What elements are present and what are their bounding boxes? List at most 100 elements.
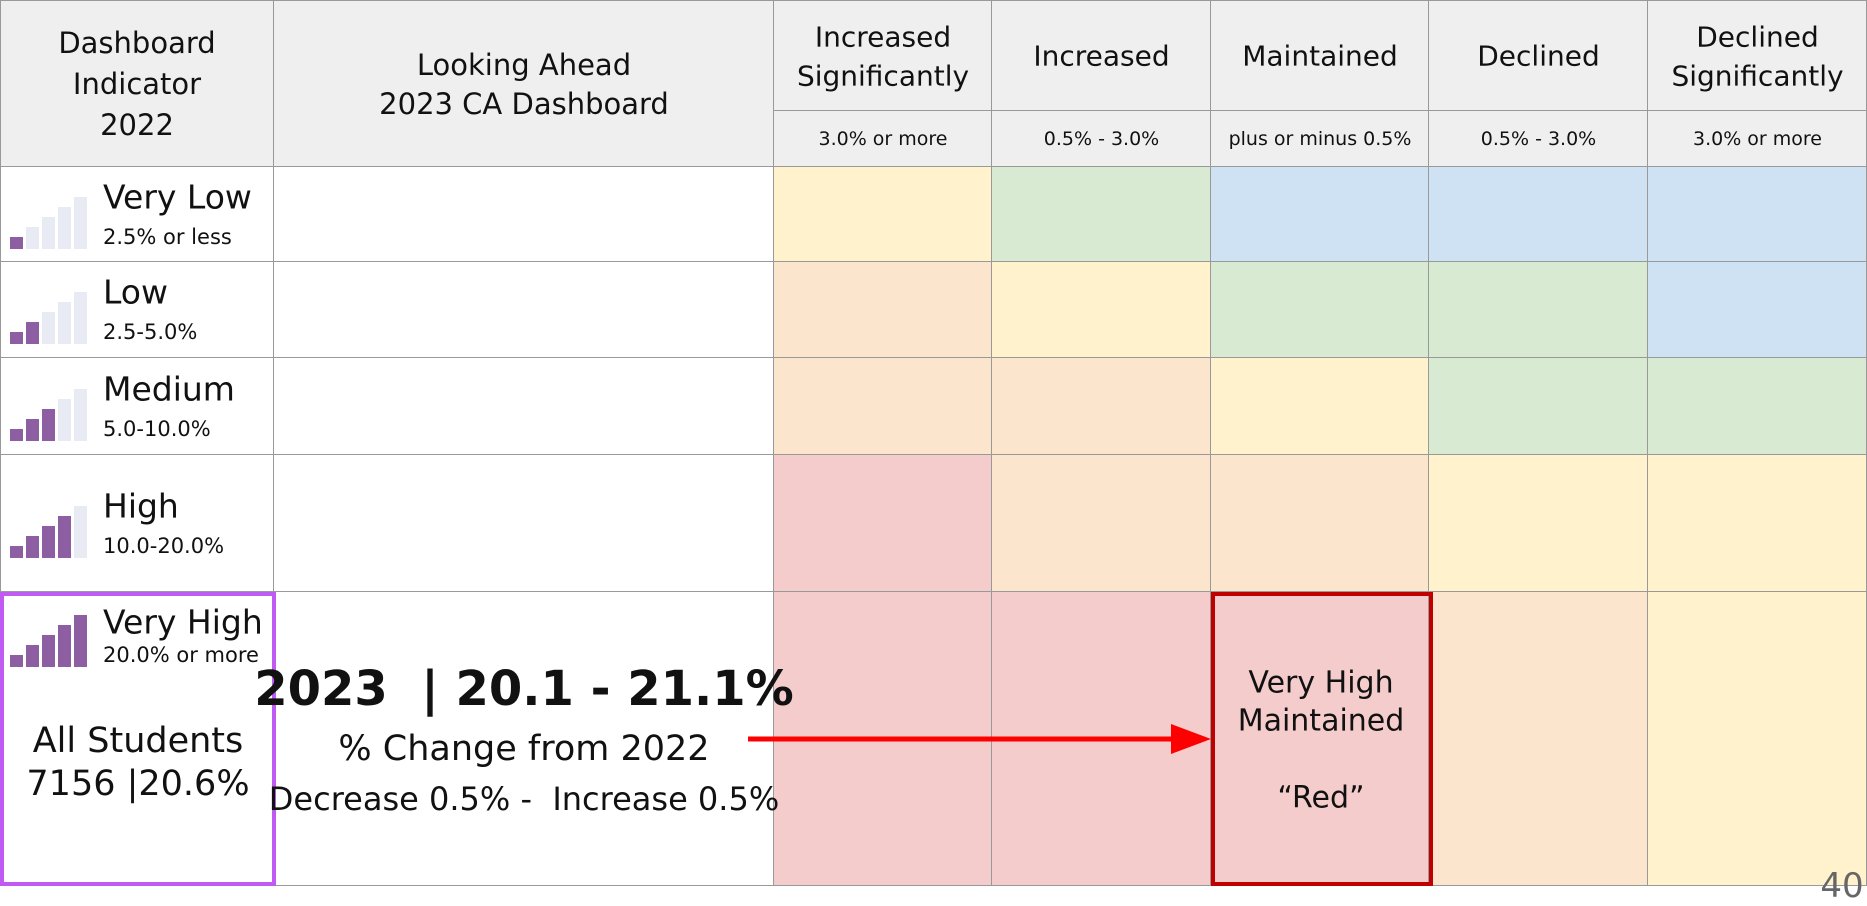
page-number: 40 <box>1820 866 1864 906</box>
icon-bar <box>58 302 71 344</box>
icon-bar <box>42 408 55 441</box>
level-range: 2.5% or less <box>103 224 232 249</box>
row-cell <box>274 358 774 455</box>
grid-cell <box>1211 358 1429 455</box>
result-text: Very High <box>1248 665 1394 701</box>
header-range: plus or minus 0.5% <box>1228 128 1412 150</box>
result-color: “Red” <box>1277 780 1365 816</box>
level-label: High <box>103 486 179 525</box>
header-range: 0.5% - 3.0% <box>1480 128 1597 150</box>
row-cell <box>0 167 274 262</box>
icon-bar <box>42 312 55 344</box>
arrow <box>748 724 1211 754</box>
row-cell <box>274 262 774 358</box>
icon-bar <box>58 625 71 667</box>
header-cell <box>774 111 992 167</box>
level-icon <box>10 388 90 441</box>
icon-bar <box>74 388 87 441</box>
header-text: Maintained <box>1242 39 1398 73</box>
level-icon <box>10 196 90 249</box>
grid-cell <box>774 167 992 262</box>
projection-change: % Change from 2022 <box>338 729 710 769</box>
grid-cell <box>1211 262 1429 358</box>
level-icon <box>10 615 90 667</box>
grid-cell <box>992 358 1211 455</box>
grid-cell <box>1211 592 1429 886</box>
grid-cell <box>1429 262 1648 358</box>
row-cell <box>0 358 274 455</box>
row-cell <box>0 455 274 592</box>
header-text: Dashboard <box>58 26 216 60</box>
result-box <box>1211 592 1433 886</box>
icon-bar <box>42 635 55 667</box>
arrow-head <box>1171 724 1211 754</box>
level-range: 2.5-5.0% <box>103 320 198 344</box>
row-cell <box>274 455 774 592</box>
icon-bar <box>74 196 87 249</box>
header-cell <box>274 0 774 167</box>
icon-bar <box>74 615 87 667</box>
icon-bar <box>74 505 87 558</box>
grid-cell <box>1211 455 1429 592</box>
grid-cell <box>774 262 992 358</box>
header-cell <box>1648 0 1867 111</box>
header-cell <box>774 0 992 111</box>
header-text: Increased <box>814 20 952 54</box>
grid-cell <box>1429 167 1648 262</box>
header-text: 2023 CA Dashboard <box>379 87 669 121</box>
header-text: Looking Ahead <box>416 48 632 82</box>
grid-cell <box>1648 358 1867 455</box>
level-range: 20.0% or more <box>103 643 259 667</box>
header-range: 3.0% or more <box>818 128 948 150</box>
icon-bar <box>42 525 55 558</box>
icon-bar <box>74 292 87 344</box>
level-label: Very Low <box>103 177 252 216</box>
header-cell <box>1429 111 1648 167</box>
grid-cell <box>992 455 1211 592</box>
level-icon <box>10 292 90 344</box>
grid-cell <box>1211 167 1429 262</box>
student-group: All Students <box>32 721 244 761</box>
icon-bar <box>42 216 55 249</box>
icon-bar <box>26 226 39 249</box>
grid-cell <box>1429 455 1648 592</box>
header-cell <box>992 0 1211 111</box>
icon-bar <box>58 515 71 558</box>
grid-cell <box>774 455 992 592</box>
grid-cell <box>992 167 1211 262</box>
level-range: 5.0-10.0% <box>103 416 211 441</box>
icon-bar <box>10 332 23 344</box>
header-cell <box>1211 111 1429 167</box>
projection-range: Decrease 0.5% - Increase 0.5% <box>268 780 780 818</box>
level-label: Medium <box>103 369 235 408</box>
header-cell <box>0 0 274 167</box>
level-label: Very High <box>103 602 263 642</box>
grid-cell <box>774 358 992 455</box>
row-cell <box>274 167 774 262</box>
icon-bar <box>10 236 23 249</box>
level-range: 10.0-20.0% <box>103 533 225 558</box>
grid-cell <box>1648 167 1867 262</box>
header-text: Significantly <box>796 59 970 93</box>
row-cell <box>0 262 274 358</box>
icon-bar <box>26 322 39 344</box>
header-range: 0.5% - 3.0% <box>1043 128 1160 150</box>
header-range: 3.0% or more <box>1692 128 1823 150</box>
grid-cell <box>992 262 1211 358</box>
projection-headline: 2023 | 20.1 - 21.1% <box>254 661 794 717</box>
header-text: 2022 <box>100 108 174 142</box>
icon-bar <box>58 206 71 249</box>
header-cell <box>1211 0 1429 111</box>
icon-bar <box>10 428 23 441</box>
header-cell <box>992 111 1211 167</box>
icon-bar <box>26 645 39 667</box>
header-text: Increased <box>1033 39 1170 73</box>
icon-bar <box>10 655 23 667</box>
header-cell <box>1429 0 1648 111</box>
header-text: Indicator <box>72 67 202 101</box>
header-text: Significantly <box>1671 59 1844 93</box>
result-text: Maintained <box>1237 703 1405 739</box>
level-label: Low <box>103 272 168 312</box>
icon-bar <box>10 545 23 558</box>
grid-cell <box>1648 262 1867 358</box>
